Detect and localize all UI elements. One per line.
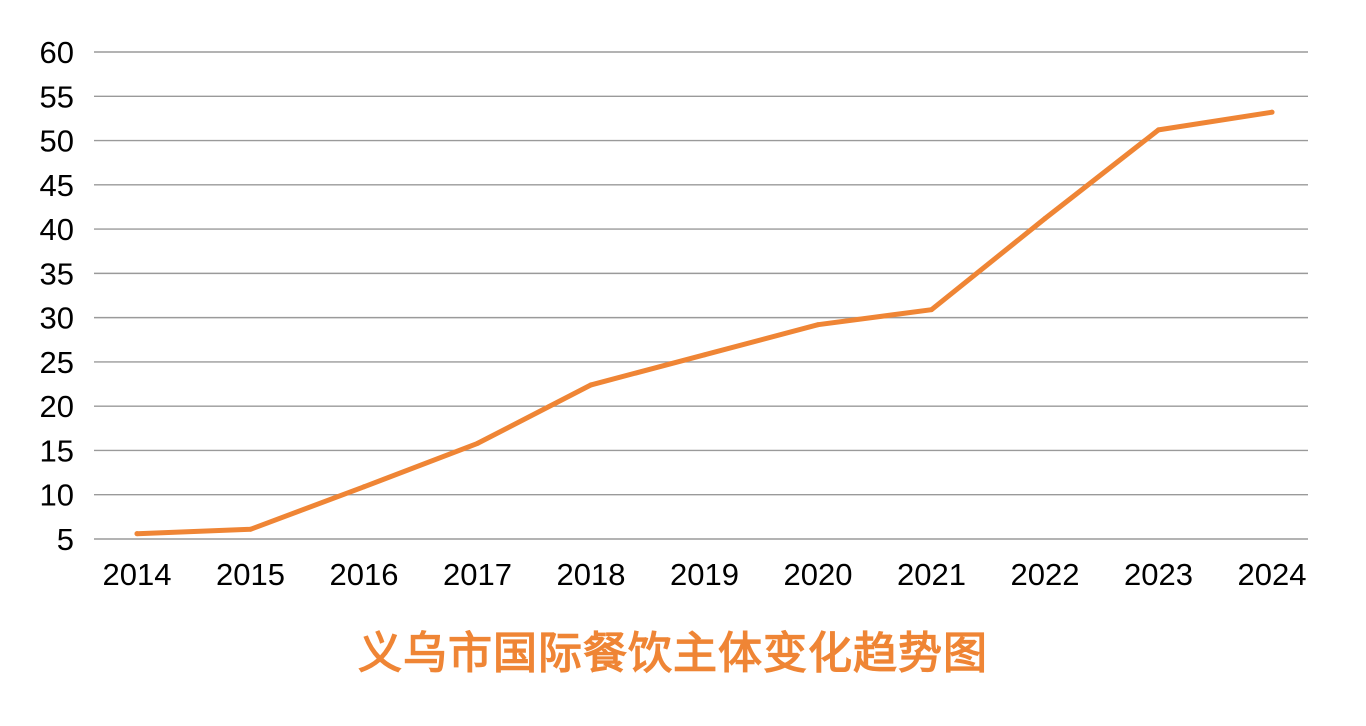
data-point [361,484,367,490]
x-tick-label: 2019 [670,557,739,592]
y-tick-label: 60 [40,35,74,70]
x-axis-tick-labels: 2014 2015 2016 2017 2018 2019 2020 2021 2022 2023… [103,557,1307,592]
x-tick-label: 2021 [897,557,966,592]
y-tick-label: 25 [40,345,74,380]
y-tick-label: 45 [40,168,74,203]
data-point [475,440,480,446]
x-tick-label: 2022 [1011,557,1080,592]
y-tick-label: 50 [40,124,74,159]
data-point [702,352,707,358]
y-tick-label: 40 [40,212,74,247]
x-tick-label: 2023 [1124,557,1193,592]
x-tick-label: 2014 [103,557,172,592]
series-line-0 [134,109,1275,537]
gridlines [94,51,1308,540]
x-tick-label: 2024 [1238,557,1307,592]
x-tick-label: 2015 [216,557,285,592]
y-tick-label: 15 [40,433,74,468]
y-tick-label: 20 [40,389,74,424]
y-tick-label: 5 [57,522,74,557]
data-point [134,531,140,537]
data-point [1156,127,1161,133]
y-axis-tick-labels: 5 10 15 20 25 30 35 40 45 50 55 60 [40,35,74,557]
y-tick-label: 35 [40,256,74,291]
chart-title: 义乌市国际餐饮主体变化趋势图 [358,628,988,679]
x-tick-label: 2017 [443,557,512,592]
data-point [929,307,934,313]
x-tick-label: 2016 [330,557,399,592]
x-tick-label: 2020 [784,557,853,592]
x-tick-label: 2018 [557,557,626,592]
series-lines [134,109,1275,537]
data-point [248,526,253,532]
data-point [1042,215,1048,221]
data-point [1269,109,1275,115]
y-tick-label: 55 [40,79,74,114]
data-point [588,382,594,388]
y-tick-label: 10 [40,478,74,513]
y-tick-label: 30 [40,301,74,336]
data-point [815,322,821,328]
